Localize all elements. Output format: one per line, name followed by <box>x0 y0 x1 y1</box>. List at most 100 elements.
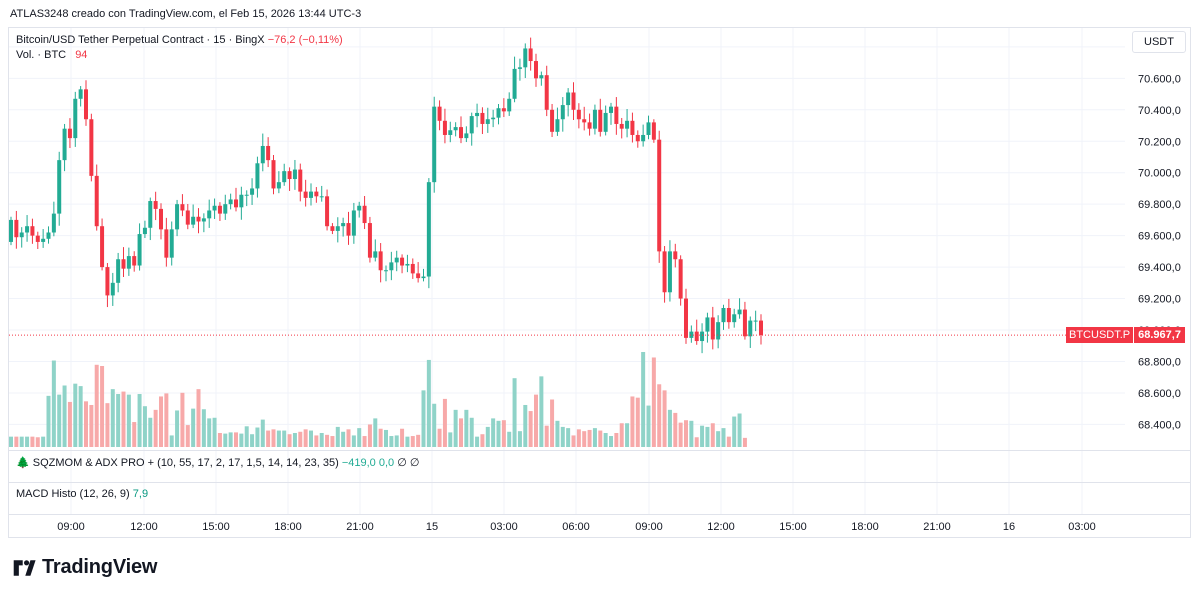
sqzmom-value-2: 0,0 <box>378 457 395 469</box>
volume-bar <box>276 430 281 447</box>
volume-bar <box>159 396 163 447</box>
sqzmom-name[interactable]: SQZMOM & ADX PRO + (10, 55, 17, 2, 17, 1… <box>32 457 339 469</box>
candle-body <box>121 259 126 269</box>
candle-body <box>282 171 287 183</box>
time-tick-label: 18:00 <box>274 521 302 533</box>
volume-bar <box>212 417 217 447</box>
candle-body <box>598 109 603 132</box>
volume-bar <box>437 428 442 447</box>
volume-bar <box>550 399 555 447</box>
volume-bar <box>207 418 212 447</box>
volume-bar <box>73 383 78 447</box>
volume-bar <box>105 403 110 447</box>
time-tick-label: 21:00 <box>923 521 951 533</box>
candle-body <box>89 119 94 176</box>
candle-body <box>614 106 619 124</box>
candle-body <box>362 205 367 224</box>
volume-bar <box>405 436 410 447</box>
time-axis-row[interactable] <box>8 514 1191 538</box>
volume-bar <box>726 436 731 447</box>
volume-bar <box>507 431 512 447</box>
volume-bar <box>737 413 742 447</box>
volume-bar <box>175 410 180 447</box>
volume-bar <box>641 352 646 447</box>
volume-bar <box>517 431 522 447</box>
candle-body <box>110 282 115 296</box>
sqzmom-value-4: ∅ <box>409 457 420 469</box>
candle-body <box>73 98 78 139</box>
volume-bar <box>700 425 705 447</box>
candle-body <box>416 273 421 279</box>
time-tick-label: 03:00 <box>490 521 518 533</box>
candle-body <box>25 226 30 233</box>
macd-indicator-pane[interactable]: MACD Histo (12, 26, 9) 7,9 <box>8 482 1191 514</box>
volume-bar <box>426 359 431 447</box>
volume-bar <box>335 426 340 447</box>
chart-frame[interactable] <box>8 27 1191 538</box>
volume-bar <box>51 360 56 447</box>
volume-bar <box>169 435 174 447</box>
volume-bar <box>234 432 238 447</box>
volume-bar <box>378 428 383 447</box>
volume-bar <box>501 420 506 447</box>
candle-body <box>169 229 174 258</box>
symbol-title[interactable]: Bitcoin/USD Tether Perpetual Contract · … <box>16 34 265 46</box>
volume-bar <box>30 436 35 447</box>
volume-bar <box>705 426 710 447</box>
candle-body <box>303 191 308 198</box>
candle-body <box>453 127 458 131</box>
candle-body <box>534 61 538 79</box>
candle-body <box>582 119 587 123</box>
macd-name[interactable]: MACD Histo (12, 26, 9) <box>16 488 130 500</box>
candle-body <box>705 317 710 332</box>
volume-bar <box>566 428 571 447</box>
candle-body <box>116 259 121 283</box>
candle-body <box>684 298 688 338</box>
volume-bar <box>651 357 656 447</box>
candle-body <box>694 331 699 342</box>
candle-body <box>523 48 528 68</box>
sqzmom-indicator-pane[interactable]: 🌲 SQZMOM & ADX PRO + (10, 55, 17, 2, 17,… <box>8 450 1191 482</box>
candle-body <box>309 191 313 198</box>
candle-body <box>314 191 319 197</box>
candle-body <box>619 123 624 129</box>
candle-body <box>137 234 142 266</box>
volume-bar <box>592 428 597 447</box>
volume-bar <box>196 389 201 447</box>
tradingview-logo[interactable]: TradingView <box>10 556 157 579</box>
volume-bar <box>528 411 533 447</box>
tradingview-logo-text: TradingView <box>42 556 158 578</box>
candle-body <box>759 320 763 336</box>
volume-bar <box>57 394 62 447</box>
volume-bar <box>667 409 672 447</box>
volume-bar <box>694 437 699 447</box>
volume-bar <box>19 436 24 447</box>
candle-body <box>367 223 372 258</box>
volume-bar <box>496 420 501 447</box>
currency-unit-button[interactable]: USDT <box>1132 31 1186 53</box>
candle-body <box>346 223 351 236</box>
volume-bar <box>582 431 587 447</box>
volume-bar <box>94 364 99 447</box>
candle-body <box>148 201 153 228</box>
volume-bar <box>228 432 233 447</box>
volume-bar <box>421 390 426 447</box>
volume-bar <box>587 429 592 447</box>
price-tick-label: 70.400,0 <box>1138 105 1181 117</box>
volume-bar <box>201 409 206 447</box>
volume-bar <box>560 426 565 447</box>
candle-body <box>673 251 678 260</box>
volume-bar <box>164 393 169 447</box>
volume-bar <box>464 409 469 447</box>
candle-body <box>603 112 608 132</box>
volume-label[interactable]: Vol. · BTC <box>16 49 67 61</box>
volume-bar <box>485 426 490 447</box>
candle-body <box>678 259 683 299</box>
volume-bar <box>357 428 362 447</box>
candle-body <box>512 68 517 99</box>
volume-bar <box>346 429 351 447</box>
price-tick-label: 69.400,0 <box>1138 262 1181 274</box>
volume-bar <box>732 416 737 447</box>
candle-body <box>646 122 651 135</box>
